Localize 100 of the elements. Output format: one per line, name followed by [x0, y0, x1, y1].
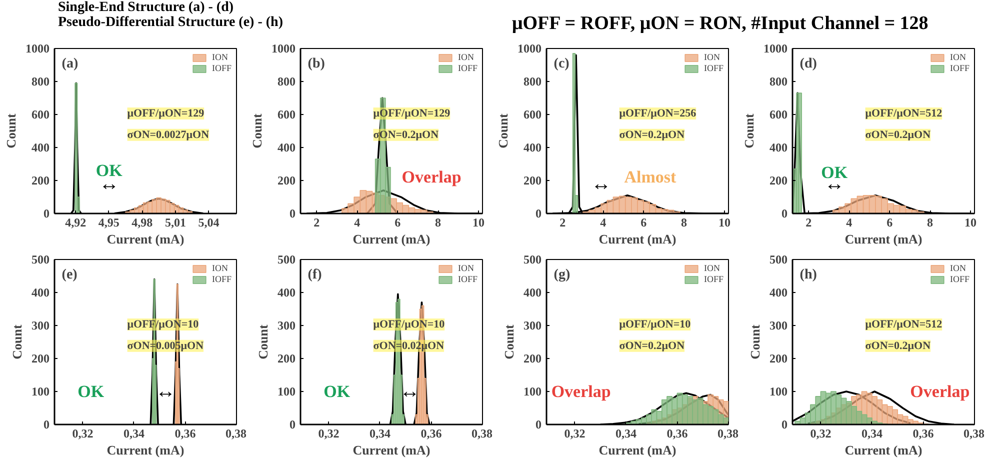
legend-label: ION: [458, 52, 475, 62]
annotation: μOFF/μON=10: [373, 318, 446, 330]
x-tick-label: 4: [354, 216, 360, 230]
y-tick-label: 0: [536, 206, 542, 220]
y-tick-label: 200: [32, 352, 50, 366]
y-axis-title: Count: [4, 112, 18, 148]
y-tick-label: 200: [524, 352, 542, 366]
y-tick-label: 800: [32, 74, 50, 88]
annotation: ↔: [156, 380, 176, 402]
y-tick-label: 600: [278, 108, 296, 122]
y-tick-label: 200: [770, 352, 788, 366]
x-tick-label: 4: [846, 216, 852, 230]
y-tick-label: 200: [278, 174, 296, 188]
x-tick-label: 6: [886, 216, 893, 230]
text: Pseudo-Differential Structure (e) - (h): [58, 15, 283, 30]
y-tick-label: 100: [278, 384, 296, 398]
legend-label: ION: [212, 263, 229, 273]
legend-label: IOFF: [458, 274, 478, 284]
y-tick-label: 400: [770, 140, 788, 154]
x-tick-label: 8: [435, 216, 442, 230]
annotation: σON=0.2μON: [373, 128, 439, 141]
x-tick-label: 0,38: [964, 426, 984, 440]
y-tick-label: 300: [524, 318, 542, 332]
x-axis-title: Current (mA): [598, 442, 676, 458]
annotation: μOFF/μON=10: [127, 318, 200, 330]
y-tick-label: 200: [524, 174, 542, 188]
annotation: ↔: [591, 172, 612, 195]
y-tick-label: 0: [290, 206, 296, 220]
y-tick-label: 800: [770, 74, 788, 88]
y-tick-label: 600: [32, 108, 50, 122]
text: (a): [62, 56, 78, 72]
text: (f): [308, 268, 322, 283]
annotation: σON=0.2μON: [865, 340, 931, 352]
annotation: σON=0.005μON: [127, 340, 204, 352]
x-tick-label: 2: [806, 216, 812, 230]
x-tick-label: 0,36: [912, 426, 934, 440]
x-tick-label: 0,38: [718, 426, 738, 440]
y-tick-label: 1000: [26, 42, 50, 56]
y-tick-label: 0: [290, 418, 296, 432]
y-tick-label: 400: [524, 140, 542, 154]
x-axis-title: Current (mA): [844, 442, 922, 458]
legend-label: IOFF: [458, 63, 478, 73]
annotation: Overlap: [551, 382, 611, 401]
annotation: σON=0.2μON: [619, 340, 685, 352]
y-tick-label: 200: [770, 174, 788, 188]
y-tick-label: 600: [524, 108, 542, 122]
annotation: OK: [324, 382, 351, 401]
y-tick-label: 200: [278, 352, 296, 366]
legend-label: ION: [458, 263, 475, 273]
y-tick-label: 1000: [518, 42, 542, 56]
y-tick-label: 400: [770, 286, 788, 300]
x-tick-label: 8: [681, 216, 688, 230]
y-axis-title: Count: [256, 324, 270, 360]
annotation: σON=0.0027μON: [127, 128, 210, 141]
x-tick-label: 0,32: [810, 426, 832, 440]
annotation: ↔: [400, 380, 420, 402]
annotation: Almost: [624, 168, 677, 187]
legend-label: IOFF: [950, 274, 970, 284]
legend-label: IOFF: [704, 63, 724, 73]
x-axis-title: Current (mA): [844, 232, 922, 246]
x-tick-label: 0,34: [861, 426, 882, 440]
y-tick-label: 0: [44, 206, 50, 220]
y-tick-label: 500: [524, 252, 542, 266]
annotation: μOFF/μON=256: [619, 107, 697, 120]
annotation: μOFF/μON=10: [619, 318, 692, 330]
x-tick-label: 0,36: [174, 426, 196, 440]
chart-subtitle: μOFF = ROFF, μON = RON, #Input Channel = 128: [511, 12, 928, 35]
legend-label: IOFF: [950, 63, 970, 73]
x-tick-label: 0,36: [420, 426, 442, 440]
legend-label: IOFF: [212, 274, 232, 284]
text: (b): [308, 56, 326, 72]
y-tick-label: 800: [524, 74, 542, 88]
legend-label: IOFF: [704, 274, 724, 284]
y-tick-label: 0: [44, 418, 50, 432]
x-axis-title: Current (mA): [598, 232, 676, 246]
y-tick-label: 400: [32, 286, 50, 300]
chart-subtitle: Single-End Structure (a) - (d): [58, 0, 234, 15]
x-axis-title: Current (mA): [106, 232, 184, 246]
x-tick-label: 6: [640, 216, 647, 230]
x-tick-label: 0,34: [123, 426, 144, 440]
annotation: σON=0.2μON: [865, 128, 931, 141]
x-tick-label: 0,32: [72, 426, 94, 440]
y-axis-title: Count: [10, 324, 24, 360]
legend-label: ION: [704, 263, 721, 273]
x-tick-label: 8: [927, 216, 934, 230]
y-tick-label: 100: [32, 384, 50, 398]
x-tick-label: 4,92: [65, 216, 86, 230]
y-axis-title: Count: [250, 112, 264, 148]
y-tick-label: 400: [524, 286, 542, 300]
x-tick-label: 0,34: [369, 426, 390, 440]
annotation: σON=0.02μON: [373, 340, 444, 352]
y-tick-label: 0: [782, 206, 788, 220]
y-axis-title: Count: [502, 324, 516, 360]
y-axis-title: Count: [748, 324, 762, 360]
x-tick-label: 10: [718, 216, 730, 230]
legend-label: ION: [212, 52, 229, 62]
y-tick-label: 1000: [272, 42, 296, 56]
x-tick-label: 10: [964, 216, 976, 230]
x-tick-label: 0,38: [226, 426, 246, 440]
text: (c): [554, 56, 570, 72]
